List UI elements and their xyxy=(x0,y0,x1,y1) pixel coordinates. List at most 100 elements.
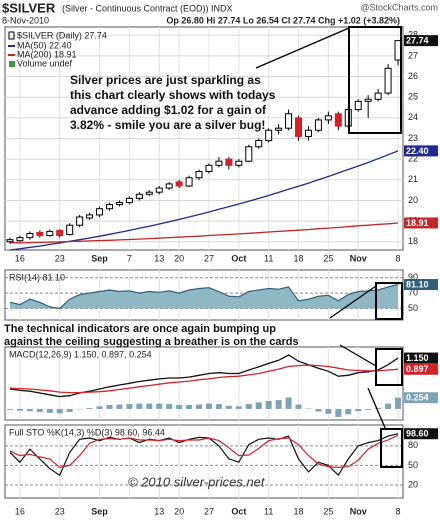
candle-body xyxy=(145,191,153,195)
x-tick-label: Sep xyxy=(91,253,108,263)
series-line xyxy=(9,433,399,477)
histogram-bar xyxy=(285,397,292,409)
x-tick-label: 8 xyxy=(396,253,401,263)
x-tick-label: 11 xyxy=(264,253,273,263)
candle-body xyxy=(265,129,273,142)
histogram-bar xyxy=(215,404,222,409)
plot-layer: 16 23 Sep 7 13 20 27 Oct 11 18 25 Nov 8 16 23 Sep 13 20 27… xyxy=(4,26,438,516)
candle-body xyxy=(56,229,64,237)
candle-body xyxy=(86,214,94,219)
histogram-bar xyxy=(116,404,123,409)
y-tick-label: 28 xyxy=(408,30,418,40)
candle-body xyxy=(384,67,392,94)
y-tick-label: 22 xyxy=(408,154,418,164)
chart-subtitle: (Silver - Continuous Contract (EOD)) IND… xyxy=(62,3,233,13)
chart-title: $SILVER xyxy=(2,0,56,15)
y-tick-label: 21 xyxy=(408,174,418,184)
histogram-bar xyxy=(245,404,252,409)
legend-swatch xyxy=(9,61,15,67)
histogram-bar xyxy=(146,403,153,409)
candle-body xyxy=(115,202,123,206)
pointer-line xyxy=(329,285,377,319)
histogram-bar xyxy=(235,406,242,409)
candle-body xyxy=(125,197,133,204)
value-label: 81.10 xyxy=(406,279,429,289)
highlight-box xyxy=(375,282,403,320)
x-tick-label: Nov xyxy=(350,253,367,263)
histogram-bar xyxy=(325,408,332,414)
series-line xyxy=(9,283,399,310)
x-tick-label: 11 xyxy=(264,506,273,516)
annotation: The technical indicators are once again … xyxy=(4,323,276,335)
candle-body xyxy=(245,146,253,162)
histogram-bar xyxy=(375,408,382,409)
candle-body xyxy=(155,187,163,193)
value-label: 18.91 xyxy=(406,218,429,228)
histogram-bar xyxy=(315,408,322,412)
pointer-line xyxy=(367,387,387,431)
candle-body xyxy=(314,119,322,131)
x-tick-label: 23 xyxy=(55,253,65,263)
candle-body xyxy=(46,230,54,237)
histogram-bar xyxy=(205,403,212,409)
histogram-bar xyxy=(255,402,262,409)
value-label: 0.254 xyxy=(406,393,429,403)
histogram-bar xyxy=(225,405,232,409)
candle-body xyxy=(324,115,332,121)
value-label: 1.150 xyxy=(406,353,429,363)
legend-label: MA(50) 22.40 xyxy=(17,40,72,50)
x-tick-label: Oct xyxy=(231,506,246,516)
candle-body xyxy=(354,100,362,111)
candle-body xyxy=(195,171,203,179)
candle-body xyxy=(36,231,44,237)
histogram-bar xyxy=(395,397,402,409)
y-tick-label: 18 xyxy=(408,236,418,246)
series-line xyxy=(9,150,399,251)
x-tick-label: 8 xyxy=(396,506,401,516)
histogram-bar xyxy=(186,404,193,409)
candle-body xyxy=(96,208,104,216)
x-tick-label: 18 xyxy=(294,506,304,516)
histogram-bar xyxy=(66,408,73,413)
candle-body xyxy=(105,204,113,210)
histogram-bar xyxy=(126,404,133,409)
x-tick-label: 16 xyxy=(15,253,25,263)
candle-body xyxy=(285,113,293,129)
histogram-bar xyxy=(26,408,33,412)
value-flag xyxy=(404,217,438,229)
legend-swatch xyxy=(8,31,15,40)
histogram-bar xyxy=(16,408,23,411)
value-flag xyxy=(404,279,438,291)
candle-body xyxy=(16,237,24,242)
legend-label: $SILVER (Daily) 27.74 xyxy=(17,30,107,40)
y-tick-label: 80 xyxy=(408,440,418,450)
histogram-bar xyxy=(295,404,302,409)
value-label: 98.60 xyxy=(406,429,429,439)
series-line xyxy=(9,364,399,394)
x-tick-label: 23 xyxy=(55,506,65,516)
x-tick-label: 27 xyxy=(204,506,214,516)
value-label: 22.40 xyxy=(406,146,429,156)
histogram-bar xyxy=(36,408,43,413)
pointer-line xyxy=(339,344,377,367)
candle-body xyxy=(205,164,213,173)
y-tick-label: 20 xyxy=(408,479,418,489)
panel-title: MACD(12,26,9) 1.150, 0.897, 0.254 xyxy=(9,349,152,359)
histogram-bar xyxy=(136,403,143,409)
x-tick-label: 7 xyxy=(127,253,132,263)
value-flag xyxy=(404,363,438,375)
y-tick-label: 27 xyxy=(408,50,418,60)
x-tick-label: 20 xyxy=(174,506,184,516)
histogram-bar xyxy=(365,408,372,410)
histogram-bar xyxy=(46,408,53,413)
candle-body xyxy=(185,177,193,187)
legend-label: Volume undef xyxy=(17,58,73,68)
source: @StockCharts.com xyxy=(360,2,438,12)
histogram-bar xyxy=(156,403,163,409)
histogram-bar xyxy=(335,408,342,417)
annotation: advance adding $1.02 for a gain of xyxy=(70,103,267,117)
y-tick-label: 25 xyxy=(408,92,418,102)
candle-body xyxy=(374,92,382,100)
x-tick-label: Sep xyxy=(91,506,108,516)
